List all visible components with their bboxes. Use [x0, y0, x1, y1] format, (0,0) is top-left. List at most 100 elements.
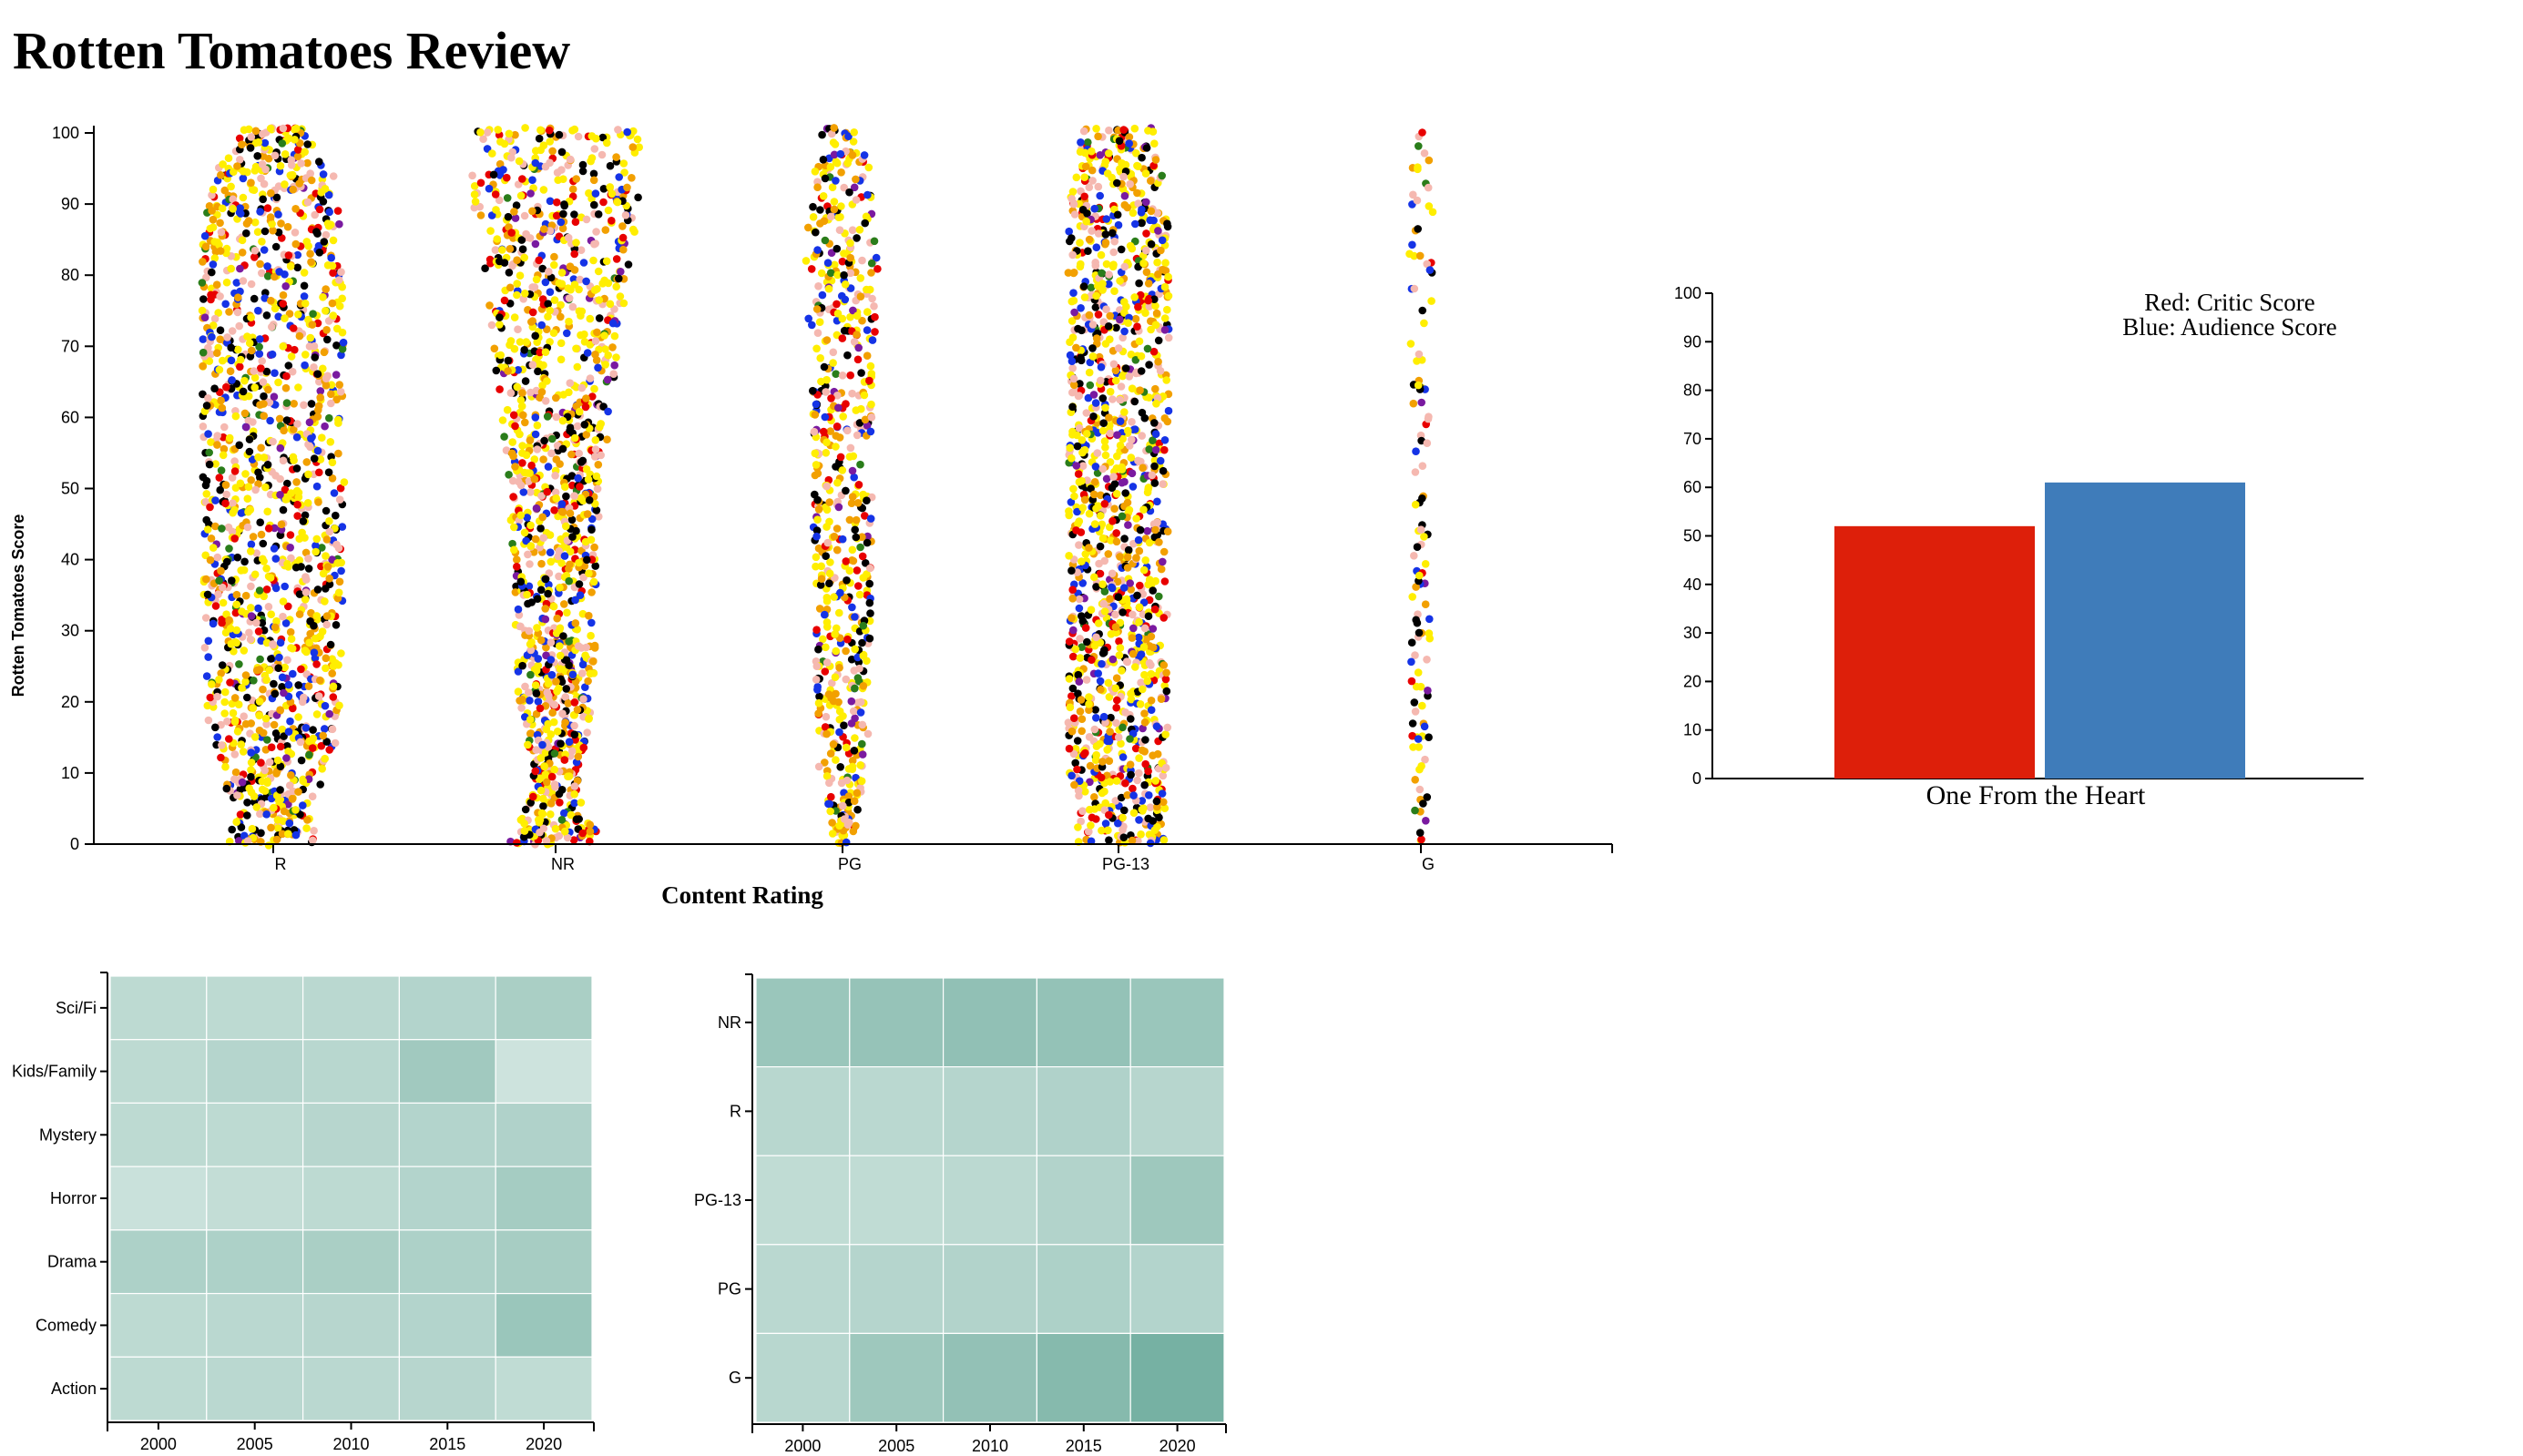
swarm-point: [318, 544, 326, 552]
swarm-point: [255, 711, 264, 720]
swarm-point: [311, 210, 320, 219]
swarm-point: [229, 195, 237, 204]
swarm-point: [209, 215, 218, 224]
swarm-point: [312, 710, 322, 718]
swarm-point: [234, 345, 242, 354]
swarm-point: [211, 496, 220, 504]
swarm-point: [223, 718, 231, 726]
swarm-point: [236, 479, 245, 488]
swarm-point: [232, 590, 241, 599]
swarm-point: [235, 837, 243, 845]
swarm-point: [291, 563, 301, 572]
swarm-point: [283, 479, 291, 488]
swarm-point: [262, 565, 271, 573]
swarm-point: [240, 712, 249, 720]
swarm-point: [256, 518, 265, 526]
swarm-point: [271, 472, 280, 480]
swarm-point: [271, 242, 281, 251]
swarm-point: [233, 553, 242, 562]
swarm-point: [263, 262, 271, 270]
swarm-point: [255, 342, 263, 351]
swarm-point: [338, 523, 347, 531]
swarm-point: [300, 281, 309, 290]
swarm-point: [253, 228, 262, 236]
swarm-point: [283, 656, 291, 665]
swarm-point: [303, 158, 312, 168]
swarm-point: [199, 335, 208, 343]
swarm-point: [271, 151, 280, 160]
swarm-point: [210, 314, 220, 323]
swarm-point: [209, 544, 218, 552]
page-title: Rotten Tomatoes Review: [13, 21, 571, 80]
swarm-point: [286, 544, 295, 552]
swarm-point: [215, 473, 224, 482]
swarm-point: [244, 483, 253, 491]
swarm-point: [263, 204, 272, 212]
swarm-point: [263, 507, 272, 516]
swarm-point: [306, 443, 314, 452]
swarm-point: [316, 387, 325, 395]
swarm-point: [281, 485, 290, 494]
swarm-point: [257, 443, 265, 453]
swarm-point: [279, 290, 288, 300]
swarm-point: [236, 156, 244, 164]
swarm-point: [290, 456, 298, 464]
swarm-point: [271, 369, 279, 378]
swarm-point: [198, 306, 207, 315]
swarm-point: [286, 781, 294, 789]
swarm-point: [294, 383, 302, 392]
swarm-point: [309, 836, 317, 845]
swarm-point: [231, 768, 240, 777]
swarm-point: [264, 385, 272, 394]
swarm-point: [289, 669, 297, 678]
swarm-point: [272, 193, 281, 202]
swarm-point: [229, 708, 238, 718]
swarm-point: [286, 531, 295, 539]
swarm-point: [310, 363, 318, 372]
swarm-point: [239, 193, 248, 202]
swarm-point: [326, 438, 335, 446]
swarm-point: [301, 596, 310, 604]
swarm-point: [270, 679, 278, 688]
swarm-point: [310, 827, 318, 835]
swarm-point: [211, 460, 220, 468]
swarm-point: [316, 780, 325, 789]
swarm-point: [291, 345, 299, 354]
swarm-point: [206, 693, 215, 702]
swarm-point: [285, 819, 294, 828]
swarm-point: [258, 238, 266, 246]
swarm-point: [262, 720, 271, 728]
swarm-point: [200, 644, 209, 652]
swarm-point: [249, 533, 258, 541]
swarm-point: [232, 279, 241, 287]
swarm-point: [263, 272, 272, 280]
swarm-point: [317, 741, 326, 750]
swarm-point: [204, 430, 212, 438]
swarm-point: [211, 723, 220, 732]
swarm-point: [221, 762, 230, 771]
swarm-point: [228, 473, 237, 482]
swarm-point: [322, 664, 330, 673]
swarm-point: [256, 208, 264, 216]
swarm-point: [330, 489, 339, 497]
swarm-point: [250, 253, 259, 261]
swarm-point: [271, 304, 280, 313]
swarm-point: [254, 604, 262, 613]
swarm-point: [201, 551, 209, 560]
swarm-point: [218, 524, 226, 533]
swarm-point: [301, 511, 310, 520]
swarm-point: [329, 236, 338, 245]
swarm-point: [334, 661, 342, 669]
swarm-point: [228, 825, 236, 834]
swarm-point: [214, 309, 222, 317]
swarm-point: [238, 140, 246, 148]
swarm-point: [325, 413, 333, 423]
swarm-point: [241, 470, 250, 478]
swarm-point: [199, 295, 208, 303]
swarm-point: [244, 125, 253, 134]
swarm-point: [258, 269, 266, 278]
swarm-point: [285, 310, 294, 318]
swarm-point: [233, 308, 242, 317]
swarm-point: [290, 400, 299, 408]
swarm-point: [255, 697, 264, 706]
